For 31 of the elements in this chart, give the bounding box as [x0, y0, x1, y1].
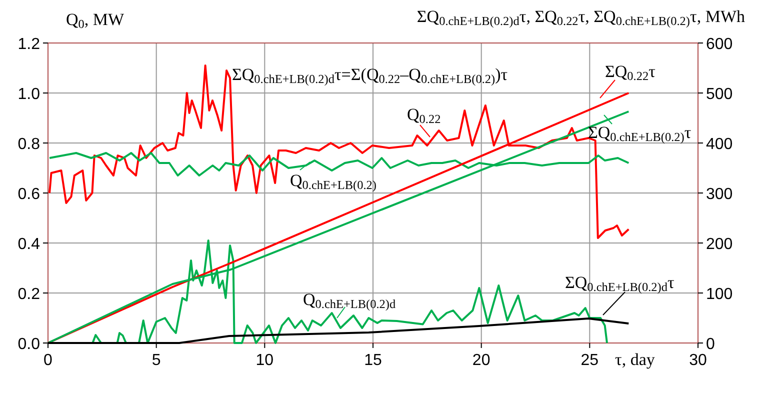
- y2-tick-label: 200: [706, 236, 733, 253]
- y2-tick-label: 600: [706, 36, 733, 53]
- series-label: Q$_{0.22}$: [407, 105, 441, 126]
- series-label: ΣQ$_{0.chE+LB(0.2)d}$τ: [565, 273, 674, 294]
- x-tick-label: 20: [472, 352, 490, 369]
- y-tick-label: 0.2: [18, 286, 40, 303]
- x-tick-label: 0: [44, 352, 53, 369]
- annotation: ΣQ$_{0.chE+LB(0.2)d}$τ=Σ(Q$_{0.22}$–Q$_{0.chE+LB(0.2)}$)τ: [232, 65, 508, 86]
- x-tick-label: 25: [580, 352, 599, 369]
- series-label: Q$_{0.chE+LB(0.2)d}$: [303, 290, 396, 311]
- y-tick-label: 1.0: [18, 86, 40, 103]
- legend-label: ΣQ$_{0.chE+LB(0.2)}$τ: [588, 123, 692, 144]
- x-tick-label: 15: [364, 352, 382, 369]
- y-tick-label: 0.0: [18, 336, 40, 353]
- x-tick-label: 5: [152, 352, 161, 369]
- x-axis-title: τ, day: [615, 350, 656, 369]
- y-tick-label: 0.4: [18, 236, 40, 253]
- x-tick-label: 10: [256, 352, 274, 369]
- y2-tick-label: 400: [706, 136, 733, 153]
- y2-axis-title: ΣQ$_{0.chE+LB(0.2)d}$τ, ΣQ$_{0.22}$τ, ΣQ$_{0.chE+LB(0.2)}$τ, MWh: [416, 7, 746, 28]
- y2-tick-label: 500: [706, 86, 733, 103]
- y2-tick-label: 0: [706, 336, 715, 353]
- y-tick-label: 1.2: [18, 36, 40, 53]
- y2-tick-label: 300: [706, 186, 733, 203]
- y-tick-label: 0.6: [18, 186, 40, 203]
- series-label: Q$_{0.chE+LB(0.2)}$: [290, 171, 376, 192]
- y-tick-label: 0.8: [18, 136, 40, 153]
- y-axis-title: Q$_{0}$, MW: [66, 10, 126, 31]
- y2-tick-label: 100: [706, 286, 733, 303]
- x-tick-label: 30: [689, 352, 707, 369]
- series-label: ΣQ$_{0.22}$τ: [605, 62, 656, 83]
